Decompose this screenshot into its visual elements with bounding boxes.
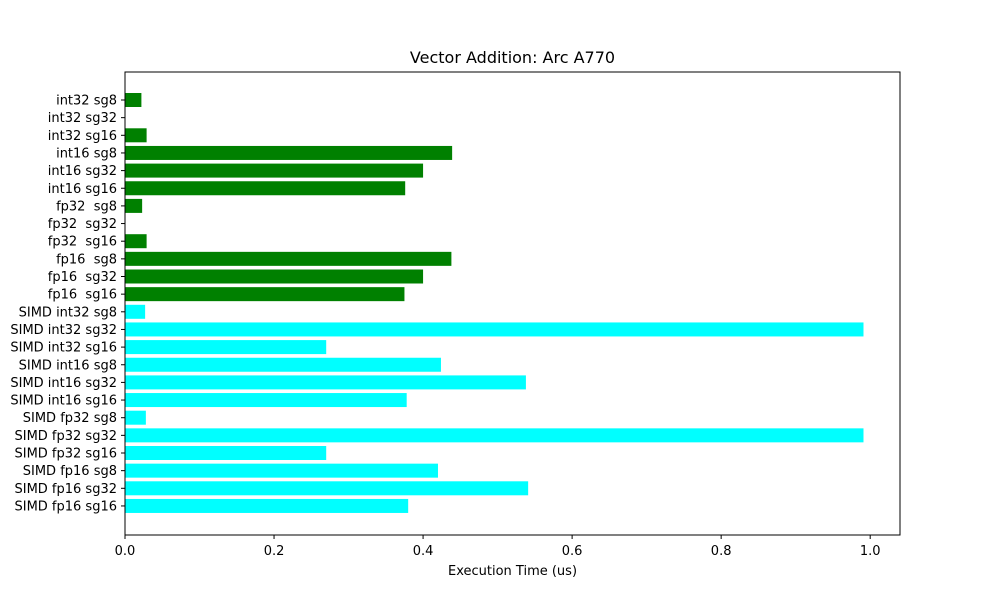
y-tick-label: int16 sg16 xyxy=(48,182,117,197)
bar xyxy=(125,498,409,513)
x-tick-label: 0.4 xyxy=(413,544,434,559)
bar xyxy=(125,375,526,390)
bar xyxy=(125,269,424,284)
y-tick-label: int16 sg8 xyxy=(56,146,117,161)
y-tick-label: SIMD fp16 sg16 xyxy=(14,499,117,514)
y-tick-label: SIMD fp32 sg8 xyxy=(23,411,117,426)
y-tick-label: SIMD int32 sg32 xyxy=(10,323,117,338)
y-tick-label: fp32 sg16 xyxy=(48,235,117,250)
bar xyxy=(125,287,405,302)
y-tick-label: SIMD fp32 sg16 xyxy=(14,447,117,462)
bar xyxy=(125,357,441,372)
y-tick-label: SIMD int16 sg8 xyxy=(19,358,117,373)
y-tick-label: SIMD fp16 sg32 xyxy=(14,482,117,497)
y-tick-label: int16 sg32 xyxy=(48,164,117,179)
bar xyxy=(125,251,452,266)
plot-frame xyxy=(124,71,901,536)
bar xyxy=(125,198,143,213)
x-tick-label: 0.8 xyxy=(711,544,732,559)
y-tick-label: SIMD fp16 sg8 xyxy=(23,464,117,479)
bar xyxy=(125,410,146,425)
y-tick-label: SIMD int16 sg32 xyxy=(10,376,117,391)
y-tick-label: fp32 sg8 xyxy=(56,199,117,214)
x-axis-ticks: 0.0 0.2 0.4 0.6 0.8 1.0 xyxy=(115,535,881,559)
bars xyxy=(125,93,864,513)
bar xyxy=(125,481,529,496)
bar xyxy=(125,234,147,249)
bar xyxy=(125,145,453,160)
y-tick-label: int32 sg32 xyxy=(48,111,117,126)
y-tick-label: SIMD int16 sg16 xyxy=(10,394,117,409)
y-tick-label: fp16 sg32 xyxy=(48,270,117,285)
x-tick-label: 1.0 xyxy=(860,544,881,559)
y-tick-label: fp16 sg16 xyxy=(48,288,117,303)
y-tick-label: fp32 sg32 xyxy=(48,217,117,232)
y-tick-label: int32 sg8 xyxy=(56,94,117,109)
bar xyxy=(125,304,146,319)
bar xyxy=(125,340,327,355)
y-tick-label: fp16 sg8 xyxy=(56,252,117,267)
bar xyxy=(125,393,407,408)
bar xyxy=(125,463,438,478)
bar xyxy=(125,128,147,143)
bar xyxy=(125,428,864,443)
x-axis-label: Execution Time (us) xyxy=(448,564,577,579)
bar xyxy=(125,163,424,178)
y-tick-label: int32 sg16 xyxy=(48,129,117,144)
bar xyxy=(125,93,142,107)
chart-title: Vector Addition: Arc A770 xyxy=(410,48,615,67)
y-tick-label: SIMD int32 sg16 xyxy=(10,341,117,356)
bar xyxy=(125,446,327,460)
x-tick-label: 0.2 xyxy=(264,544,285,559)
x-tick-label: 0.6 xyxy=(562,544,583,559)
bar xyxy=(125,322,864,337)
bar xyxy=(125,181,406,196)
x-tick-label: 0.0 xyxy=(115,544,136,559)
y-axis-ticks: int32 sg8 int32 sg32 int32 sg16 int16 sg8 in… xyxy=(10,94,125,514)
y-tick-label: SIMD fp32 sg32 xyxy=(14,429,117,444)
y-tick-label: SIMD int32 sg8 xyxy=(19,305,117,320)
